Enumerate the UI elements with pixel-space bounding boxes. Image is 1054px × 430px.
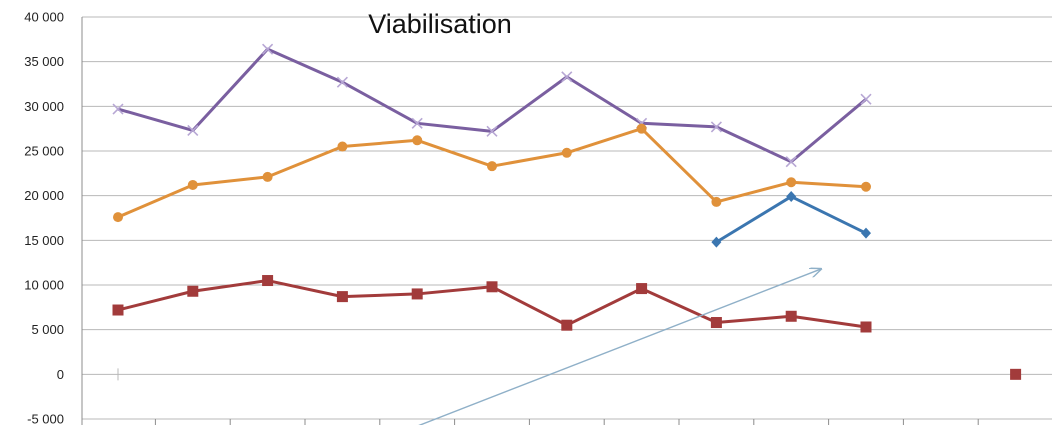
y-tick-label: 20 000 [24,188,64,203]
y-tick-label: 10 000 [24,278,64,293]
data-point [860,93,872,105]
data-point-stroke [785,156,797,168]
data-point [262,275,274,287]
data-point-stroke [187,124,199,137]
data-point-stroke [411,117,423,129]
series-markers [112,43,1022,380]
data-point [636,123,647,134]
y-tick-label: -5 000 [27,412,64,426]
data-point [785,310,797,322]
y-tick-label: 40 000 [24,10,64,25]
data-point [336,76,348,88]
data-point [336,291,348,303]
data-point [187,285,199,297]
y-tick-label: 5 000 [31,322,64,337]
data-point [113,212,123,223]
annotations [416,269,821,427]
data-point [561,319,573,331]
data-point-stroke [336,76,348,88]
data-point [411,288,423,300]
data-point [1010,368,1022,380]
data-point [710,121,722,133]
data-point [337,141,348,152]
data-point [561,71,573,83]
data-point [486,125,498,137]
data-point [710,317,722,329]
series-line-2 [117,127,867,219]
chart-title: Viabilisation [368,9,512,39]
data-point [262,43,274,55]
axes [81,17,979,425]
y-tick-label: 25 000 [24,144,64,159]
data-point [786,191,797,203]
data-point [112,304,124,316]
y-tick-label: 35 000 [24,54,64,69]
data-point [711,236,722,248]
data-point [711,196,722,207]
data-point-stroke [860,93,872,105]
data-point [487,161,497,172]
data-point [112,103,124,115]
trend-arrow [416,269,821,427]
series-line-3 [715,195,867,244]
data-point [785,156,797,168]
y-tick-label: 0 [57,367,64,382]
data-point [411,117,423,129]
data-point [786,177,797,188]
y-tick-label: 30 000 [24,99,64,114]
data-point-stroke [486,125,498,137]
data-point-stroke [561,71,573,83]
series-line-1 [117,47,867,164]
data-point-stroke [262,43,274,55]
y-tick-labels: 40 000 35 000 30 000 25 000 20 000 15 000 10 0… [24,10,64,427]
data-point [187,124,199,137]
data-point [486,281,498,293]
data-point [262,171,273,182]
data-point [636,283,648,295]
data-point-stroke [710,121,722,133]
data-point-stroke [112,103,124,115]
data-point [412,135,423,146]
data-point [860,321,872,333]
data-point [187,179,198,190]
y-tick-label: 15 000 [24,233,64,248]
data-point [861,227,871,239]
data-point [861,181,871,192]
data-point [561,147,572,158]
